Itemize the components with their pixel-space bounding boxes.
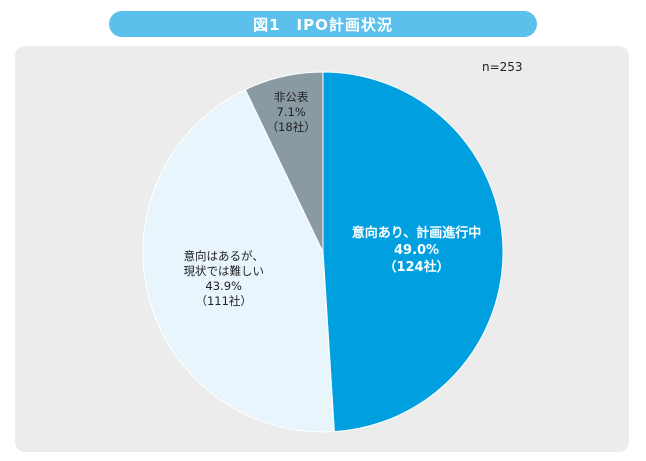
pie-slice-2	[142, 88, 335, 433]
pie-slice-3	[244, 71, 324, 253]
slice-count-label: （111社）	[195, 294, 251, 308]
slice-value-label: 43.9%	[205, 279, 242, 293]
pie-slice-1	[322, 71, 504, 433]
slice-value-label: 7.1%	[277, 105, 306, 119]
sample-size-label: n=253	[482, 60, 523, 74]
slice-count-label: （18社）	[267, 120, 316, 134]
slice-value-label: 49.0%	[394, 243, 439, 258]
chart-title: 図1 IPO計画状況	[253, 15, 393, 34]
slice-label-1: 意向あり、計画進行中 49.0%（124社）	[352, 225, 481, 275]
chart-title-bar: 図1 IPO計画状況	[109, 11, 537, 37]
slice-label-text: 現状では難しい	[183, 264, 264, 278]
slice-label-text: 非公表	[274, 90, 309, 104]
slice-count-label: （124社）	[383, 259, 449, 275]
slice-label-text: 意向はあるが、	[184, 249, 264, 263]
slice-label-text: 意向あり、計画進行中	[352, 225, 481, 241]
